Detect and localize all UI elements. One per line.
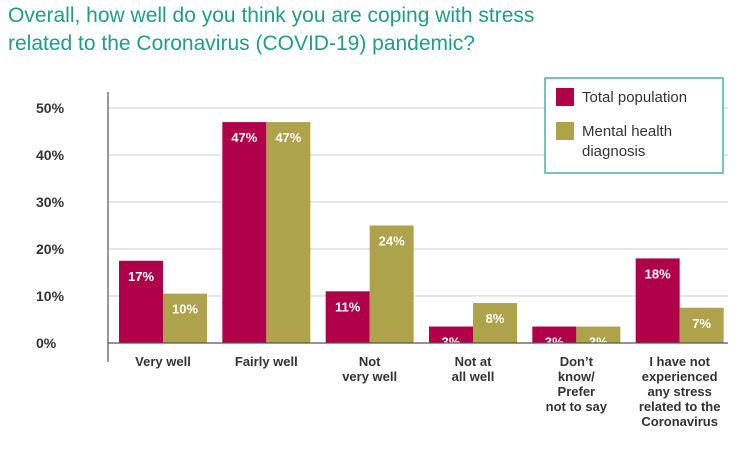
bar	[163, 293, 207, 343]
bar	[325, 291, 370, 343]
data-label: 18%	[645, 266, 671, 281]
bar	[119, 260, 163, 343]
y-tick-label: 40%	[36, 147, 65, 163]
legend: Total population Mental health diagnosis	[544, 77, 724, 174]
bar	[266, 122, 311, 343]
chart-title-line-1: Overall, how well do you think you are c…	[8, 4, 535, 27]
y-tick-label: 10%	[36, 288, 65, 304]
data-label: 47%	[275, 130, 301, 145]
bars: 17% 47% 11% 3% 3% 18% 10% 47% 24% 8% 3% 7%	[119, 122, 724, 350]
legend-swatch	[556, 122, 574, 140]
category-label: Fairly well	[235, 354, 298, 369]
data-label: 11%	[335, 299, 361, 314]
y-tick-label: 50%	[36, 100, 65, 116]
data-label: 3%	[589, 335, 608, 350]
gridlines	[108, 107, 728, 297]
data-label: 24%	[379, 234, 405, 249]
bar	[576, 326, 621, 343]
category-label: Not at all well	[452, 354, 495, 384]
category-label: Not very well	[342, 354, 397, 384]
chart-title: Overall, how well do you think you are c…	[8, 2, 708, 58]
bar	[473, 303, 517, 343]
bar	[429, 326, 473, 343]
data-label: 7%	[692, 316, 711, 331]
data-label: 47%	[231, 130, 257, 145]
category-label: Don’t know/Prefer not to say	[546, 354, 608, 414]
legend-label: Mental health diagnosis	[582, 123, 672, 160]
y-axis: 0% 10% 20% 30% 40% 50%	[36, 92, 109, 362]
data-label: 3%	[545, 335, 564, 350]
y-tick-label: 20%	[36, 241, 65, 257]
legend-box	[544, 77, 724, 174]
data-label: 3%	[442, 335, 461, 350]
x-axis: Very well Fairly well Not very well Not at al…	[108, 342, 728, 429]
data-label: 10%	[172, 302, 198, 317]
data-label: 8%	[486, 311, 505, 326]
bar	[532, 326, 577, 343]
chart-title-line-2: related to the Coronavirus (COVID-19) pa…	[8, 32, 475, 55]
y-tick-label: 0%	[36, 335, 57, 351]
data-label: 17%	[128, 269, 154, 284]
bar	[369, 225, 414, 343]
category-label: I have not experienced any stress related t…	[639, 354, 721, 429]
category-label: Very well	[135, 354, 191, 369]
bar	[635, 258, 680, 343]
y-tick-label: 30%	[36, 194, 65, 210]
bar	[222, 122, 267, 343]
legend-label: Total population	[582, 89, 687, 106]
bar	[679, 307, 724, 343]
legend-swatch	[556, 88, 574, 106]
